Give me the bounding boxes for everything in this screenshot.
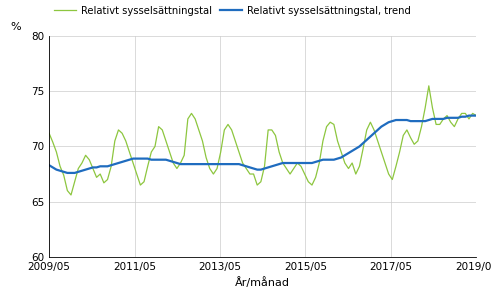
Relativt sysselsättningstal, trend: [46, 163, 52, 167]
X-axis label: År/månad: År/månad: [235, 277, 290, 288]
Line: Relativt sysselsättningstal: Relativt sysselsättningstal: [49, 86, 476, 195]
Relativt sysselsättningstal, trend: [473, 114, 479, 117]
Relativt sysselsättningstal, trend: [64, 171, 70, 175]
Relativt sysselsättningstal, trend: [97, 165, 103, 168]
Relativt sysselsättningstal: [386, 172, 392, 176]
Relativt sysselsättningstal: [196, 128, 202, 132]
Relativt sysselsättningstal, trend: [137, 157, 143, 160]
Relativt sysselsättningstal: [137, 183, 143, 187]
Relativt sysselsättningstal: [426, 84, 432, 88]
Relativt sysselsättningstal: [46, 131, 52, 135]
Relativt sysselsättningstal: [97, 172, 103, 176]
Line: Relativt sysselsättningstal, trend: Relativt sysselsättningstal, trend: [49, 116, 476, 173]
Relativt sysselsättningstal: [68, 193, 74, 197]
Relativt sysselsättningstal, trend: [196, 162, 202, 166]
Relativt sysselsättningstal, trend: [386, 120, 392, 124]
Relativt sysselsättningstal, trend: [466, 114, 472, 117]
Relativt sysselsättningstal: [379, 150, 384, 154]
Legend: Relativt sysselsättningstal, Relativt sysselsättningstal, trend: Relativt sysselsättningstal, Relativt sy…: [54, 6, 411, 16]
Text: %: %: [11, 22, 21, 32]
Relativt sysselsättningstal: [473, 114, 479, 117]
Relativt sysselsättningstal, trend: [346, 151, 352, 155]
Relativt sysselsättningstal, trend: [379, 125, 384, 128]
Relativt sysselsättningstal: [346, 167, 352, 170]
